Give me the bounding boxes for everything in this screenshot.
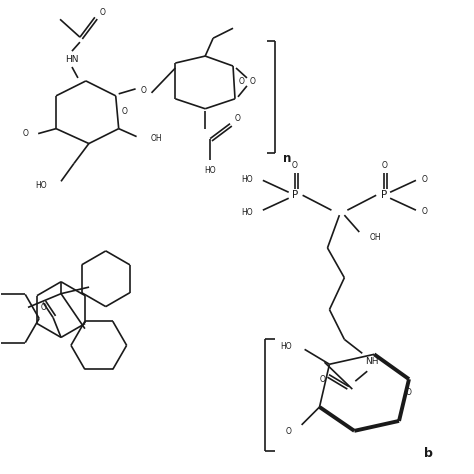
Text: O: O <box>100 8 106 17</box>
Text: O: O <box>381 161 387 170</box>
Text: OH: OH <box>151 134 162 143</box>
Text: O: O <box>406 388 412 397</box>
Text: P: P <box>292 190 298 200</box>
Text: P: P <box>381 190 387 200</box>
Text: HO: HO <box>204 166 216 175</box>
Text: HO: HO <box>36 181 47 190</box>
Text: OH: OH <box>369 234 381 243</box>
Text: O: O <box>250 77 256 86</box>
Text: O: O <box>235 114 241 123</box>
Text: O: O <box>22 129 28 138</box>
Text: HO: HO <box>241 208 253 217</box>
Text: O: O <box>239 77 245 86</box>
Text: HO: HO <box>241 175 253 184</box>
Text: O: O <box>122 107 128 116</box>
Text: NH: NH <box>365 357 379 366</box>
Text: O: O <box>292 161 298 170</box>
Text: n: n <box>283 152 291 165</box>
Text: O: O <box>422 207 428 216</box>
Text: HO: HO <box>280 342 292 351</box>
Text: O: O <box>422 175 428 184</box>
Text: O: O <box>286 428 292 437</box>
Text: O: O <box>319 374 326 383</box>
Text: O: O <box>40 303 46 312</box>
Text: O: O <box>141 86 146 95</box>
Text: HN: HN <box>65 55 79 64</box>
Text: b: b <box>424 447 433 460</box>
